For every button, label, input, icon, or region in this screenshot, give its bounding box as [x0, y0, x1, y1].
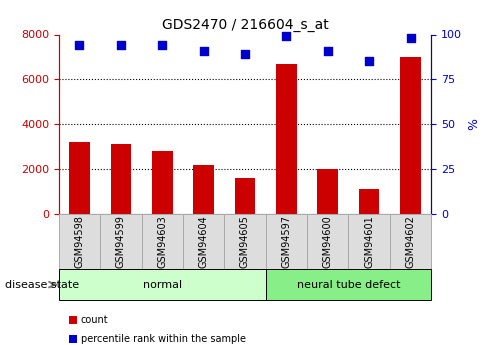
Text: GSM94605: GSM94605 [240, 215, 250, 268]
FancyBboxPatch shape [390, 214, 431, 269]
FancyBboxPatch shape [183, 214, 224, 269]
Bar [359, 189, 379, 214]
Text: neural tube defect: neural tube defect [296, 280, 400, 289]
Bar [69, 142, 90, 214]
Text: GSM94602: GSM94602 [406, 215, 416, 268]
Text: GSM94603: GSM94603 [157, 215, 167, 268]
FancyBboxPatch shape [266, 269, 431, 300]
Bar [69, 335, 77, 343]
FancyBboxPatch shape [224, 214, 266, 269]
Point [75, 42, 83, 48]
FancyBboxPatch shape [307, 214, 348, 269]
Point [282, 33, 290, 39]
Point [241, 51, 249, 57]
Bar [318, 169, 338, 214]
Text: GSM94597: GSM94597 [281, 215, 292, 268]
FancyBboxPatch shape [348, 214, 390, 269]
Text: percentile rank within the sample: percentile rank within the sample [81, 334, 246, 344]
Text: GSM94600: GSM94600 [323, 215, 333, 268]
Text: count: count [81, 315, 108, 325]
FancyBboxPatch shape [100, 214, 142, 269]
Bar [400, 57, 421, 214]
Point [407, 35, 415, 41]
Text: normal: normal [143, 280, 182, 289]
Bar [235, 178, 255, 214]
Text: GSM94598: GSM94598 [74, 215, 84, 268]
FancyBboxPatch shape [142, 214, 183, 269]
Point [158, 42, 166, 48]
FancyBboxPatch shape [59, 269, 266, 300]
FancyBboxPatch shape [266, 214, 307, 269]
Bar [152, 151, 172, 214]
Text: GSM94604: GSM94604 [198, 215, 209, 268]
Point [117, 42, 125, 48]
Point [324, 48, 332, 53]
Y-axis label: %: % [467, 118, 481, 130]
Point [365, 59, 373, 64]
Text: GSM94601: GSM94601 [364, 215, 374, 268]
Bar [111, 144, 131, 214]
FancyBboxPatch shape [59, 214, 100, 269]
Text: GSM94599: GSM94599 [116, 215, 126, 268]
Text: disease state: disease state [5, 280, 79, 289]
Title: GDS2470 / 216604_s_at: GDS2470 / 216604_s_at [162, 18, 328, 32]
Bar [276, 64, 297, 214]
Bar [193, 165, 214, 214]
Point [200, 48, 208, 53]
Bar [69, 316, 77, 324]
